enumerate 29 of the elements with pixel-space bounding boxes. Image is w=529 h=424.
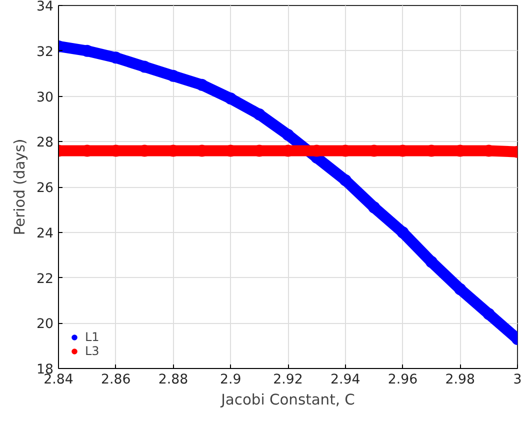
legend-label: L3 (85, 344, 100, 358)
x-tick-label: 2.88 (158, 372, 188, 388)
y-tick-label: 20 (36, 317, 54, 332)
point (282, 128, 294, 141)
y-tick-label: 24 (36, 226, 54, 242)
legend-label: L1 (85, 330, 100, 344)
y-tick-label: 22 (36, 272, 54, 287)
x-tick-label: 2.92 (273, 372, 303, 388)
y-tick-label: 30 (36, 90, 54, 106)
y-tick-label: 34 (36, 0, 54, 14)
point (396, 226, 409, 238)
x-tick-label: 2.96 (388, 372, 418, 388)
point (224, 92, 237, 105)
x-tick-label: 2.94 (330, 372, 360, 388)
y-tick-label: 26 (36, 181, 54, 196)
y-tick-label: 32 (36, 44, 54, 60)
x-tick-label: 2.98 (445, 372, 475, 388)
point (482, 308, 495, 320)
x-tick-label: 2.9 (220, 372, 242, 388)
point (425, 256, 438, 268)
x-axis-title: Jacobi Constant, C (220, 392, 355, 408)
point (253, 108, 266, 120)
y-tick-label: 28 (36, 136, 54, 151)
x-tick-label: 3 (513, 372, 522, 388)
point (368, 201, 380, 214)
x-tick-label: 2.86 (101, 372, 131, 388)
y-axis-title: Period (days) (12, 138, 29, 236)
point (339, 174, 352, 186)
point (454, 283, 466, 296)
